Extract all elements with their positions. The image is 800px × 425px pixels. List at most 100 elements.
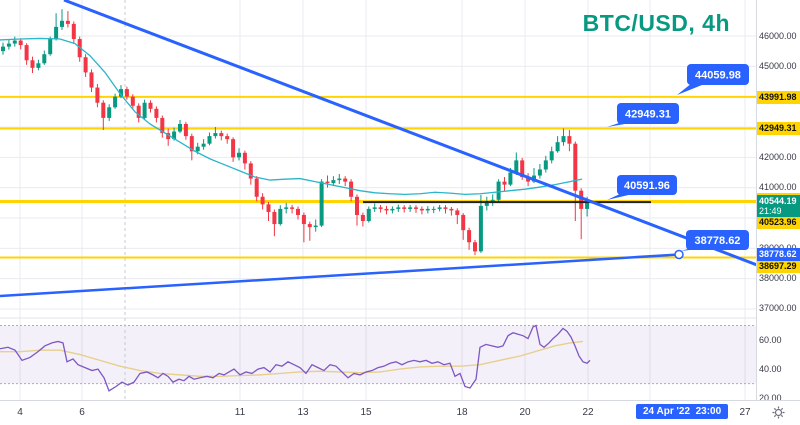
level-price-label: 38697.29 [757, 259, 800, 273]
candle [366, 208, 371, 222]
candle [313, 225, 318, 228]
candle [207, 136, 212, 144]
candle [561, 136, 566, 143]
candle [136, 105, 141, 118]
candle [307, 224, 312, 228]
candle [402, 207, 407, 209]
candle [372, 207, 377, 209]
candle [502, 181, 507, 185]
candle [95, 87, 100, 103]
candle [455, 210, 460, 215]
candle [414, 207, 418, 209]
time-tick-label: 27 [739, 407, 751, 418]
rsi-ma-line[interactable] [0, 340, 584, 378]
candle [260, 196, 265, 205]
candle [508, 172, 513, 185]
svg-text:40591.96: 40591.96 [624, 180, 670, 192]
moving-average-line[interactable] [0, 37, 583, 195]
price-axis-label: 38000.00 [759, 273, 797, 284]
time-tick-label: 4 [17, 407, 23, 418]
candle [396, 207, 401, 209]
time-tick-label: 20 [519, 407, 531, 418]
candle [266, 204, 271, 212]
candle [148, 102, 153, 109]
price-axis-label: 37000.00 [759, 303, 797, 314]
trendline-handle[interactable] [674, 249, 684, 260]
candle [585, 201, 590, 209]
candle [166, 133, 171, 140]
candle [154, 108, 159, 118]
candle [54, 26, 59, 40]
time-tick-label: 6 [79, 407, 85, 418]
candle [24, 45, 29, 61]
candle [290, 207, 295, 209]
candle [219, 133, 224, 137]
candlestick-series [1, 9, 590, 256]
candle [437, 207, 442, 209]
candle [478, 205, 483, 252]
price-callout[interactable]: 40591.96 [607, 175, 677, 200]
candle [331, 180, 336, 184]
candle [384, 208, 389, 211]
rsi-line[interactable] [0, 324, 591, 392]
price-axis[interactable]: 46000.0045000.0044000.0043000.0042000.00… [756, 0, 800, 403]
rsi-band [0, 325, 756, 384]
svg-text:44059.98: 44059.98 [695, 70, 741, 82]
candle [514, 160, 519, 173]
candle [172, 131, 177, 140]
candle [579, 190, 584, 209]
candle [390, 208, 395, 211]
candle [484, 201, 489, 206]
axis-settings-gear-icon[interactable] [771, 405, 786, 420]
candle [449, 208, 454, 211]
price-axis-label: 46000.00 [759, 30, 797, 41]
candle [443, 207, 448, 209]
candle [520, 160, 525, 178]
candle [301, 214, 306, 225]
candle [549, 151, 554, 161]
candle [71, 23, 76, 40]
candle [36, 63, 41, 68]
level-price-label: 43991.98 [757, 90, 800, 104]
candle [537, 169, 542, 176]
candle [225, 136, 230, 140]
candle [419, 208, 424, 211]
candle [113, 96, 118, 108]
candle [272, 211, 277, 225]
candle [248, 163, 253, 179]
time-tick-label: 11 [234, 407, 246, 418]
candle [1, 46, 5, 52]
current-price-label: 40544.19 21:49 [757, 195, 800, 217]
price-callout[interactable]: 44059.98 [677, 64, 749, 95]
candle [60, 20, 64, 27]
candle [431, 208, 436, 210]
time-tick-label: 15 [360, 407, 372, 418]
price-callout[interactable]: 38778.62 [681, 230, 749, 251]
candle [278, 208, 283, 225]
time-tick-label: 22 [582, 407, 594, 418]
candle [124, 89, 129, 97]
candle [408, 207, 413, 209]
time-axis[interactable]: 24 Apr '22 23:00 4 6 11 13 15 18 20 22 27 [0, 400, 800, 425]
descending-trendline[interactable] [63, 0, 758, 267]
candle [378, 207, 383, 209]
price-callout[interactable]: 42949.31 [607, 103, 679, 127]
candle [461, 214, 466, 231]
price-axis-label: 45000.00 [759, 60, 797, 71]
candle [543, 160, 548, 170]
date-label[interactable]: 24 Apr '22 23:00 [636, 404, 729, 419]
candle [178, 123, 182, 132]
candle [195, 146, 200, 152]
candle [490, 199, 495, 202]
ascending-trendline[interactable] [0, 253, 680, 298]
candle [160, 117, 165, 134]
candle [526, 177, 531, 182]
time-tick-label: 18 [456, 407, 468, 418]
candle [473, 242, 477, 252]
price-axis-label: 41000.00 [759, 182, 797, 193]
candle [18, 40, 23, 46]
candle [65, 20, 70, 24]
candle [6, 43, 11, 47]
